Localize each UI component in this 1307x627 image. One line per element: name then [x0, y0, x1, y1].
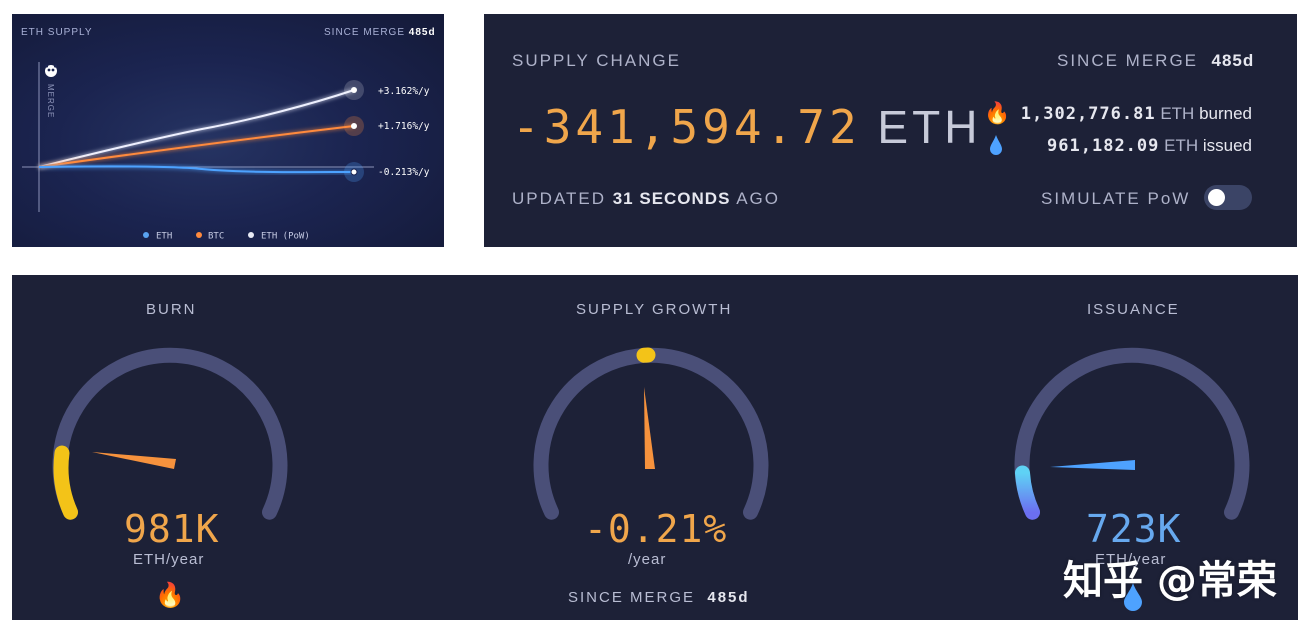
btc-end-point: [351, 123, 357, 129]
burn-gauge-track: [52, 347, 288, 520]
issuance-gauge-needle: [1050, 460, 1135, 470]
eth-pow-end-label: +3.162%/y: [378, 86, 430, 97]
updated-suffix: AGO: [736, 189, 781, 208]
issuance-unit: ETH/year: [1095, 551, 1167, 568]
since-value: 485d: [1211, 51, 1255, 70]
merge-label: MERGE: [46, 84, 55, 118]
eth-series-line: [38, 165, 355, 174]
btc-end-label: +1.716%/y: [378, 121, 430, 132]
issuance-gauge-dial: [1014, 347, 1250, 520]
watermark-text: 知乎 @常荣: [1063, 558, 1277, 604]
supply-change-unit: ETH: [877, 101, 982, 153]
legend-eth-pow-dot: [248, 232, 254, 238]
updated-status: UPDATED 31 SECONDS AGO: [512, 189, 780, 209]
updated-value: 31 SECONDS: [612, 189, 731, 208]
since-label: SINCE MERGE: [568, 589, 696, 606]
burned-row: 1,302,776.81 ETH burned: [1021, 104, 1252, 124]
burn-unit: ETH/year: [133, 551, 205, 568]
legend-btc-label: BTC: [208, 232, 224, 242]
since-value: 485d: [408, 27, 436, 38]
simulate-pow-toggle[interactable]: [1204, 185, 1252, 210]
issuance-value: 723K: [1086, 507, 1182, 551]
chart-title: ETH SUPPLY: [21, 27, 93, 38]
supply-growth-unit: /year: [628, 551, 667, 568]
eth-pow-end-point: [351, 87, 357, 93]
issued-value: 961,182.09: [1047, 136, 1160, 156]
supply-growth-gauge-track: [533, 347, 769, 520]
issuance-gauge-track: [1014, 347, 1250, 520]
burn-gauge-dial: [52, 347, 288, 520]
supply-growth-since: SINCE MERGE 485d: [568, 589, 750, 606]
panda-icon: [44, 64, 58, 77]
since-value: 485d: [707, 589, 750, 606]
burn-gauge-title: BURN: [146, 301, 197, 318]
gauges-panel: BURN 981K ETH/year 🔥 SUPPLY GROWTH -0.21…: [12, 275, 1298, 620]
supply-growth-gauge-title: SUPPLY GROWTH: [576, 301, 733, 318]
issued-label: issued: [1202, 136, 1252, 155]
burned-value: 1,302,776.81: [1020, 104, 1156, 124]
issuance-gauge-title: ISSUANCE: [1087, 301, 1180, 318]
droplet-icon: [990, 135, 1002, 155]
burn-fire-icon: 🔥: [155, 582, 185, 609]
toggle-knob: [1208, 189, 1225, 206]
issuance-droplet-icon: [1124, 583, 1142, 611]
burned-label: burned: [1199, 104, 1252, 123]
burn-value: 981K: [124, 507, 220, 551]
issued-unit: ETH: [1164, 136, 1199, 155]
burn-gauge-needle: [92, 452, 176, 469]
supply-change-panel: SUPPLY CHANGE SINCE MERGE 485d -341,594.…: [484, 14, 1297, 247]
issuance-gauge-fill: [1015, 465, 1040, 520]
eth-pow-series-line: [38, 89, 355, 168]
supply-change-title: SUPPLY CHANGE: [512, 51, 681, 70]
issued-row: 961,182.09 ETH issued: [1047, 136, 1252, 156]
eth-end-point: [350, 168, 358, 176]
fire-icon: 🔥: [984, 102, 1011, 125]
supply-change-since: SINCE MERGE 485d: [1057, 51, 1254, 71]
eth-end-label: -0.213%/y: [378, 167, 430, 178]
btc-series-line: [38, 125, 355, 168]
supply-change-amount-row: -341,594.72 ETH: [512, 100, 981, 154]
legend-eth-pow-label: ETH (PoW): [261, 232, 310, 242]
since-label: SINCE MERGE: [324, 27, 406, 38]
supply-growth-gauge-needle: [644, 387, 655, 469]
legend-btc-dot: [196, 232, 202, 238]
supply-growth-value: -0.21%: [584, 507, 728, 551]
burned-unit: ETH: [1160, 104, 1195, 123]
legend-eth-label: ETH: [156, 232, 172, 242]
burn-gauge-fill: [53, 445, 78, 520]
updated-prefix: UPDATED: [512, 189, 606, 208]
supply-change-amount: -341,594.72: [512, 100, 861, 154]
supply-growth-gauge-dial: [533, 347, 769, 520]
chart-since-merge-label: SINCE MERGE 485d: [324, 27, 436, 38]
chart-legend: ETH BTC ETH (PoW): [143, 232, 310, 242]
since-label: SINCE MERGE: [1057, 51, 1199, 70]
legend-eth-dot: [143, 232, 149, 238]
supply-chart-svg: MERGE +3.162%/y +1.716%/y -0.213%/y ETH …: [22, 62, 430, 242]
eth-supply-chart-panel: ETH SUPPLY SINCE MERGE 485d MERGE +: [12, 14, 444, 247]
simulate-pow-label: SIMULATE PoW: [1041, 189, 1191, 208]
